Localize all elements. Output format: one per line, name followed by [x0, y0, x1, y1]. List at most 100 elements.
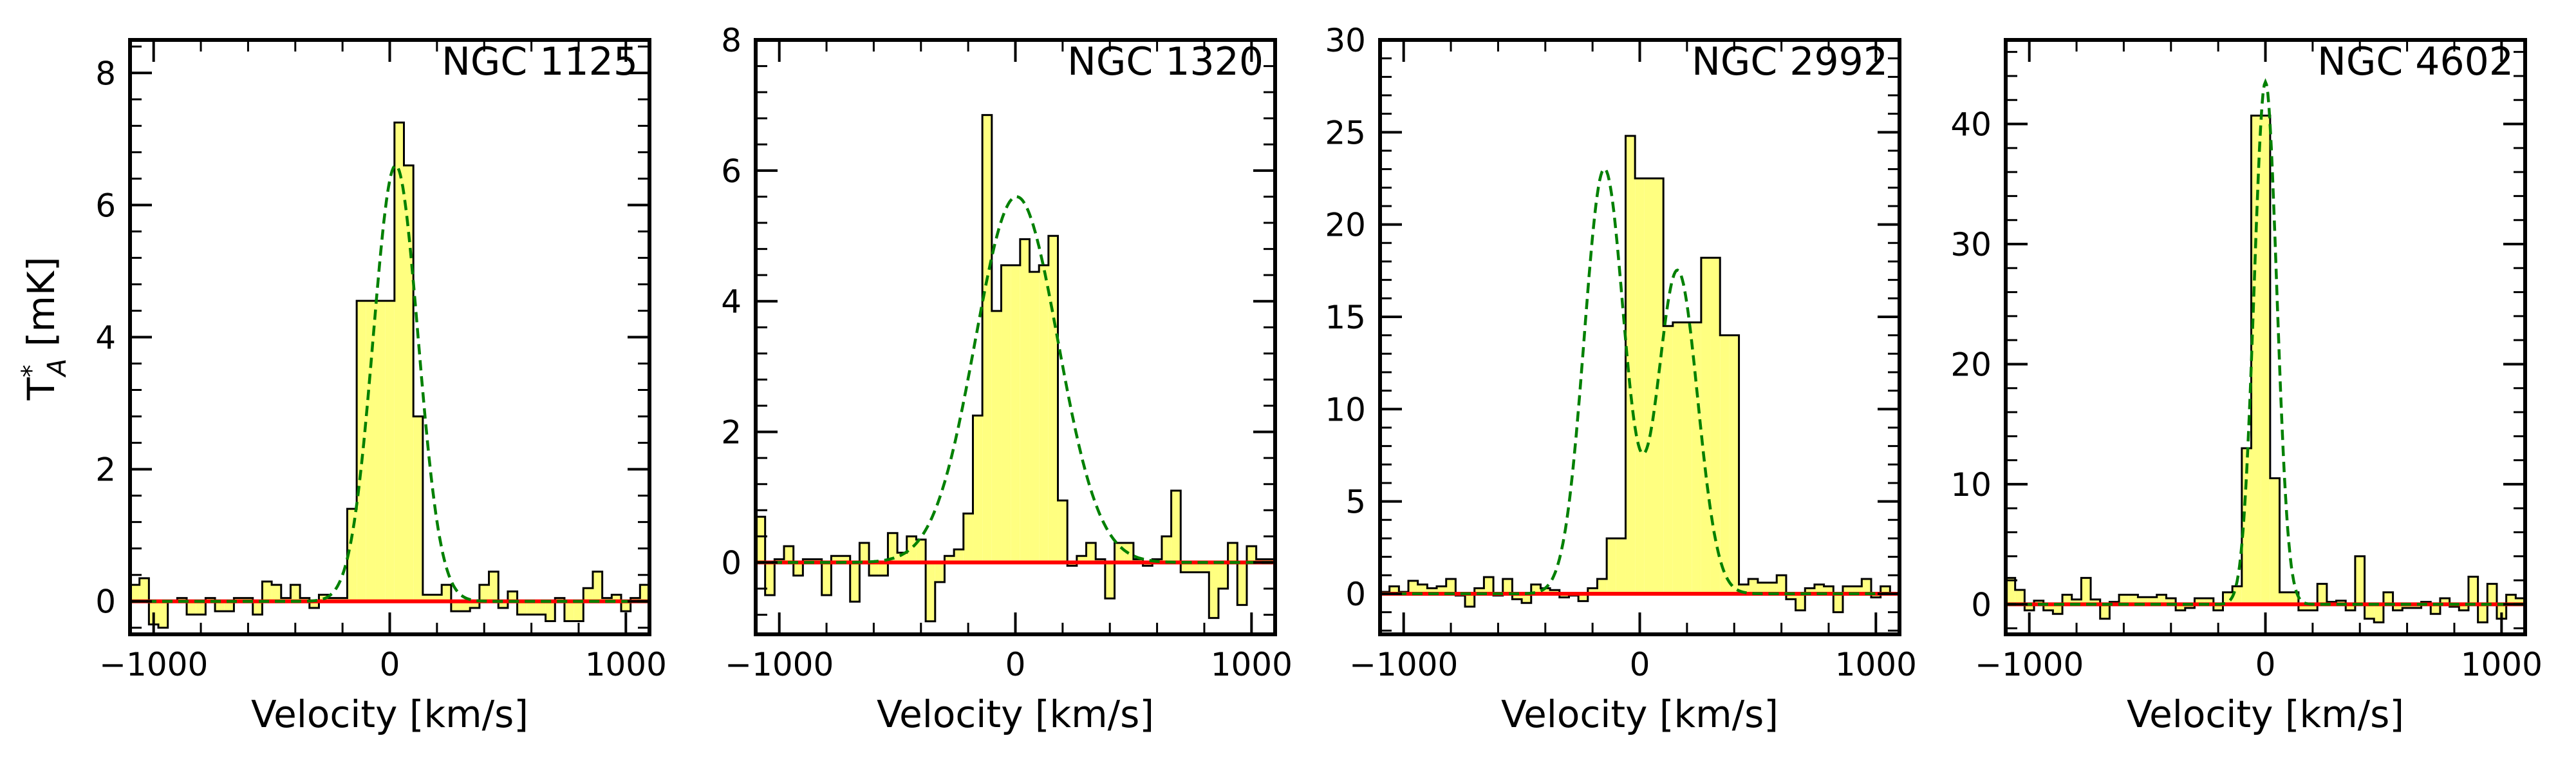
histogram-bar — [2119, 594, 2129, 605]
histogram-bar — [432, 594, 442, 601]
x-tick-label: 0 — [380, 646, 400, 683]
histogram-bar — [1474, 588, 1484, 594]
histogram-bar — [906, 536, 917, 563]
y-tick-label: 20 — [1950, 346, 1992, 383]
y-tick-label: 10 — [1325, 391, 1366, 428]
histogram-bar — [2279, 592, 2290, 605]
histogram-bar — [2431, 604, 2440, 614]
histogram-bar — [545, 601, 555, 621]
histogram-bar — [1625, 136, 1636, 594]
histogram-bar — [1227, 543, 1238, 563]
histogram-bar — [1616, 538, 1626, 594]
histogram-bar — [1465, 593, 1475, 607]
x-axis-label: Velocity [km/s] — [877, 692, 1154, 736]
histogram-bar — [1757, 582, 1768, 594]
histogram-bar — [158, 601, 168, 628]
histogram-bar — [564, 601, 574, 621]
histogram-bar — [784, 546, 794, 563]
y-tick-label: 8 — [95, 55, 116, 92]
histogram-bar — [621, 601, 631, 612]
histogram-bar — [916, 539, 926, 563]
histogram-bar — [1720, 335, 1730, 594]
histogram-bar — [1729, 335, 1739, 594]
x-tick-label: −1000 — [99, 646, 208, 683]
histogram-bar — [1437, 586, 1446, 594]
histogram-bar — [2459, 604, 2469, 611]
histogram-bar — [413, 416, 423, 601]
histogram-bar — [2015, 590, 2025, 605]
histogram-bar — [375, 301, 386, 601]
histogram-outline — [130, 121, 649, 629]
histogram-bar — [1540, 588, 1551, 594]
histogram-bar — [2289, 592, 2299, 605]
histogram-bar — [2071, 599, 2082, 605]
histogram-bar — [2194, 598, 2205, 605]
y-tick-label: 25 — [1325, 114, 1366, 151]
histogram-bar — [944, 556, 955, 563]
histogram-bar — [878, 562, 888, 576]
histogram-bar — [583, 588, 593, 601]
histogram-bar — [1701, 258, 1711, 594]
histogram-bar — [479, 585, 489, 601]
histogram-bar — [1842, 586, 1853, 594]
histogram-bar — [1114, 543, 1125, 563]
histogram-bar — [1880, 586, 1890, 594]
histogram-bar — [2062, 594, 2072, 605]
histogram-bar — [2081, 578, 2091, 605]
histogram-bar — [2346, 604, 2355, 611]
gaussian-fit-curve — [130, 164, 649, 603]
histogram-bar — [252, 601, 263, 615]
histogram-bar — [394, 122, 404, 601]
histogram-outline — [756, 114, 1275, 623]
histogram-bar — [460, 601, 471, 612]
histogram-bar — [1427, 588, 1437, 594]
histogram-bar — [1209, 562, 1218, 618]
y-tick-label: 30 — [1325, 22, 1366, 59]
histogram-bar — [536, 601, 546, 615]
histogram-bar — [1048, 236, 1058, 563]
histogram-bar — [1578, 593, 1588, 601]
plot-area — [2006, 78, 2525, 623]
histogram-bar — [385, 301, 395, 601]
panel-4: −1000 0 1000 0 10 20 30 40 NGC 4602 Velocity [km/… — [1950, 38, 2543, 736]
histogram-bar — [2251, 115, 2261, 605]
histogram-bar — [1587, 588, 1598, 594]
histogram-bar — [2147, 597, 2157, 605]
histogram-bar — [1672, 322, 1683, 594]
y-tick-label: 5 — [1345, 484, 1366, 521]
histogram-bar — [1824, 586, 1834, 594]
histogram-bar — [2317, 583, 2327, 605]
plot-area — [756, 114, 1275, 623]
histogram-bar — [1805, 588, 1815, 594]
x-tick-label: 1000 — [2461, 646, 2543, 683]
gaussian-fit-curve — [756, 195, 1275, 564]
histogram-bar — [2270, 478, 2280, 605]
histogram-bar — [869, 562, 879, 576]
histogram-bar — [2006, 578, 2015, 605]
histogram-bar — [2364, 604, 2375, 619]
histogram-bar — [2440, 598, 2450, 605]
histogram-bar — [1086, 543, 1096, 563]
histogram-bar — [1502, 579, 1513, 594]
x-tick-label: 0 — [1630, 646, 1650, 683]
y-tick-label: 40 — [1950, 106, 1992, 144]
histogram-bar — [2128, 594, 2138, 605]
histogram-bar — [1199, 562, 1209, 573]
histogram-bar — [1171, 490, 1181, 563]
histogram-bar — [2374, 604, 2384, 623]
histogram-bar — [765, 562, 775, 596]
histogram-bar — [1692, 322, 1701, 594]
y-axis-label-superscript: * — [17, 365, 46, 377]
histogram-bar — [2383, 592, 2393, 605]
y-tick-label: 15 — [1325, 299, 1366, 336]
y-axis-label-unit: [mK] — [19, 256, 63, 358]
x-tick-label: 1000 — [1211, 646, 1293, 683]
histogram-bar — [1020, 239, 1030, 563]
panel-3: −1000 0 1000 0 5 10 15 20 25 30 NGC 2992 Velocity [… — [1325, 22, 1917, 736]
histogram-bar — [1161, 536, 1171, 563]
histogram-bar — [130, 585, 140, 601]
y-tick-label: 0 — [1971, 586, 1992, 623]
histogram-bar — [1795, 593, 1806, 611]
histogram-bar — [196, 601, 206, 615]
histogram-bar — [470, 601, 480, 608]
